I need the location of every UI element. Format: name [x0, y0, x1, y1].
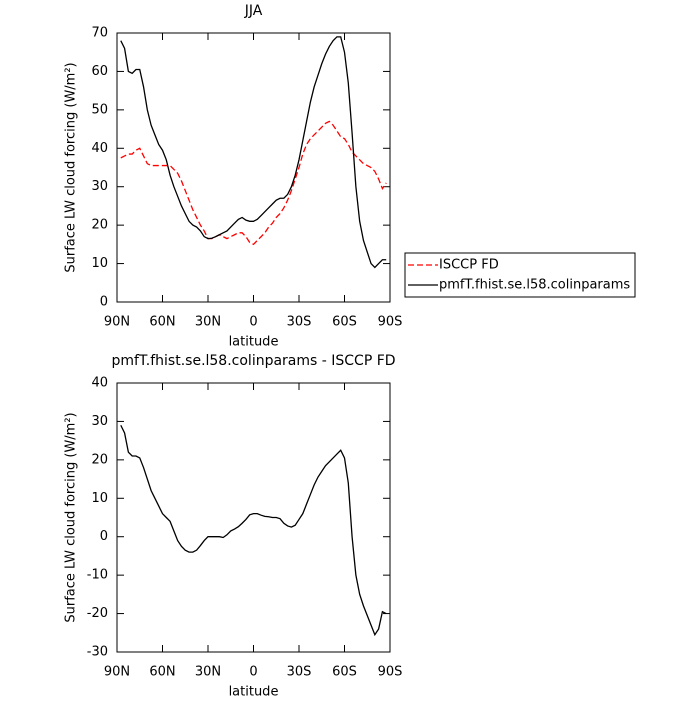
x-tick-label: 60N: [149, 315, 175, 330]
x-tick-label: 60S: [332, 315, 357, 330]
y-tick-label: -30: [87, 645, 108, 660]
y-tick-label: 20: [91, 452, 108, 467]
x-tick-label: 60S: [332, 665, 357, 680]
y-tick-label: 30: [91, 414, 108, 429]
y-tick-label: 70: [91, 26, 108, 41]
x-axis-label: latitude: [229, 335, 279, 350]
chart-title: pmfT.fhist.se.l58.colinparams - ISCCP FD: [111, 353, 395, 369]
x-tick-label: 30S: [287, 665, 312, 680]
legend-label: pmfT.fhist.se.l58.colinparams: [439, 278, 630, 293]
plot-frame: [116, 382, 391, 653]
y-tick-label: 10: [91, 256, 108, 271]
x-tick-label: 90S: [378, 665, 403, 680]
legend-box: [404, 252, 636, 298]
x-tick-label: 60N: [149, 665, 175, 680]
y-axis-label: Surface LW cloud forcing (W/m²): [64, 62, 79, 272]
y-tick-label: 0: [100, 529, 108, 544]
x-tick-label: 0: [249, 665, 257, 680]
y-tick-label: 40: [91, 376, 108, 391]
y-tick-label: 10: [91, 491, 108, 506]
x-tick-label: 0: [249, 315, 257, 330]
x-tick-label: 30S: [287, 315, 312, 330]
y-tick-label: 20: [91, 218, 108, 233]
data-line: [120, 36, 387, 269]
y-tick-label: 30: [91, 179, 108, 194]
chart-title: JJA: [244, 3, 263, 19]
y-tick-label: 0: [100, 295, 108, 310]
x-tick-label: 90N: [104, 315, 130, 330]
y-tick-label: 50: [91, 102, 108, 117]
y-axis-label: Surface LW cloud forcing (W/m²): [64, 412, 79, 622]
y-tick-label: 40: [91, 141, 108, 156]
data-line: [120, 120, 387, 246]
x-axis-label: latitude: [229, 685, 279, 700]
y-tick-label: -10: [87, 568, 108, 583]
x-tick-label: 90S: [378, 315, 403, 330]
x-tick-label: 90N: [104, 665, 130, 680]
plot-frame: [116, 32, 391, 303]
data-line: [120, 424, 387, 637]
y-tick-label: -20: [87, 606, 108, 621]
y-tick-label: 60: [91, 64, 108, 79]
x-tick-label: 30N: [195, 315, 221, 330]
x-tick-label: 30N: [195, 665, 221, 680]
legend-label: ISCCP FD: [439, 258, 499, 273]
